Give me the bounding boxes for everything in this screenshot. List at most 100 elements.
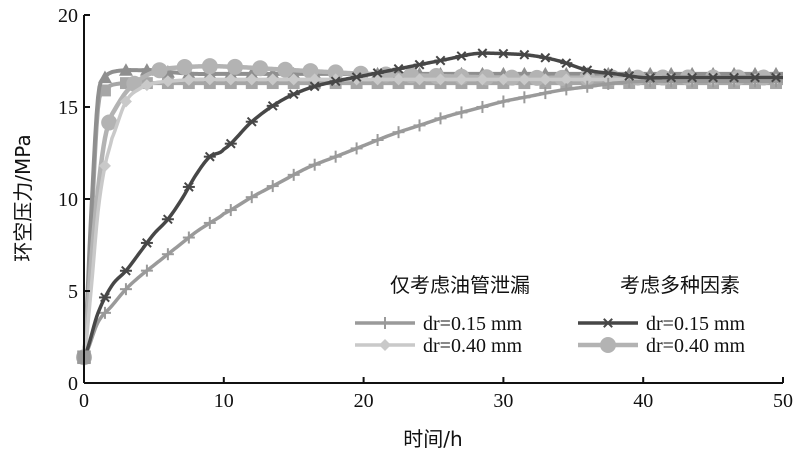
series-2-point-14 — [371, 68, 384, 78]
series-2-point-29 — [686, 72, 699, 83]
series-1-point-7 — [224, 73, 237, 86]
x-tick-label-2: 20 — [354, 390, 374, 412]
series-5-point-2 — [118, 63, 133, 76]
series-5-point-10 — [286, 66, 301, 80]
series-2-point-17 — [434, 55, 447, 66]
series-1-point-19 — [476, 73, 489, 86]
series-1-point-5 — [182, 73, 195, 86]
series-2-point-12 — [329, 76, 342, 87]
series-2-point-4 — [161, 214, 174, 225]
x-tick-label-5: 50 — [773, 390, 793, 412]
series-5-point-8 — [244, 66, 259, 80]
series-0-point-3 — [140, 264, 153, 277]
series-1-point-16 — [413, 73, 426, 86]
series-0-point-18 — [455, 106, 468, 119]
y-tick-label-0: 0 — [68, 373, 78, 395]
series-2-point-2 — [119, 265, 132, 276]
series-4-point-1 — [99, 84, 111, 97]
series-3-point-1 — [101, 114, 118, 131]
series-1-point-15 — [392, 73, 405, 86]
series-2-point-26 — [623, 71, 636, 81]
series-2-point-13 — [350, 72, 363, 82]
series-0-point-12 — [329, 150, 342, 163]
series-2-point-5 — [182, 182, 195, 192]
series-layer — [76, 48, 784, 366]
series-1-point-17 — [434, 73, 447, 86]
series-1-point-6 — [203, 73, 216, 86]
series-0-point-4 — [161, 248, 174, 261]
series-0-point-7 — [224, 204, 237, 217]
series-0-point-25 — [602, 77, 615, 90]
series-2-point-7 — [224, 138, 237, 149]
series-3-point-5 — [201, 58, 218, 75]
series-3-point-6 — [226, 58, 243, 75]
series-2-point-24 — [581, 65, 594, 76]
series-0-point-26 — [623, 75, 636, 88]
series-2-point-27 — [644, 72, 657, 83]
series-5-point-1 — [97, 70, 112, 84]
series-0-point-9 — [266, 180, 279, 193]
series-2-point-33 — [770, 72, 783, 83]
legend-entry-0: dr=0.15 mm — [355, 313, 522, 335]
x-axis-title: 时间/h — [403, 427, 462, 451]
y-axis-title: 环空压力/MPa — [11, 134, 35, 261]
x-tick-label-1: 10 — [214, 390, 234, 412]
legend-label-1: dr=0.40 mm — [423, 335, 522, 357]
legend-entry-3: dr=0.40 mm — [578, 335, 745, 357]
legend-group-title-0: 仅考虑油管泄漏 — [390, 273, 530, 297]
series-3-point-7 — [252, 60, 269, 77]
series-2-point-32 — [749, 72, 762, 83]
series-2-point-16 — [413, 59, 426, 70]
series-2-point-3 — [140, 238, 153, 248]
series-2-point-19 — [476, 48, 489, 59]
series-0-point-6 — [203, 216, 216, 229]
series-1-point-2 — [119, 95, 132, 108]
y-tick-label-2: 10 — [58, 189, 78, 211]
series-3-point-10 — [327, 64, 344, 81]
series-2-point-28 — [665, 72, 678, 83]
legend-entry-2: dr=0.15 mm — [578, 313, 745, 335]
x-tick-label-3: 30 — [493, 390, 513, 412]
series-0-point-5 — [182, 231, 195, 244]
series-1-point-9 — [266, 73, 279, 86]
series-2-point-20 — [497, 48, 510, 59]
series-line-2 — [82, 51, 784, 359]
series-2-point-25 — [602, 68, 615, 78]
series-2-point-15 — [392, 63, 405, 74]
legend-swatch-marker-3 — [600, 337, 616, 353]
series-1-point-22 — [539, 73, 552, 86]
legend-label-0: dr=0.15 mm — [423, 313, 522, 335]
series-2-point-11 — [308, 81, 321, 92]
legend-entry-1: dr=0.40 mm — [355, 335, 522, 357]
series-1-point-18 — [455, 73, 468, 86]
y-tick-label-1: 5 — [68, 281, 78, 303]
series-0-point-24 — [581, 80, 594, 93]
series-0-point-11 — [308, 158, 321, 171]
series-2-point-30 — [707, 72, 720, 83]
series-1-point-24 — [581, 73, 594, 86]
x-tick-label-0: 0 — [79, 390, 89, 412]
series-0-point-16 — [413, 119, 426, 132]
series-3-point-3 — [151, 62, 168, 79]
series-0-point-15 — [392, 126, 405, 139]
series-1-point-10 — [287, 73, 300, 86]
series-2-point-8 — [245, 116, 258, 127]
series-0-point-2 — [119, 283, 132, 296]
series-0-point-23 — [560, 83, 573, 96]
series-3-point-8 — [277, 61, 294, 78]
series-2-point-21 — [518, 49, 531, 60]
series-1-point-4 — [161, 75, 174, 88]
series-4-point-2 — [119, 77, 132, 90]
legend-swatch-marker-2 — [602, 318, 614, 328]
y-tick-label-4: 20 — [58, 5, 78, 27]
series-2-point-18 — [455, 51, 468, 61]
series-0-point-10 — [287, 168, 300, 181]
series-2-point-10 — [287, 89, 300, 100]
y-tick-label-3: 15 — [58, 97, 78, 119]
series-2-point-1 — [98, 292, 111, 303]
series-1-point-21 — [518, 73, 531, 86]
series-1-point-20 — [497, 73, 510, 86]
series-2-point-6 — [203, 151, 216, 162]
